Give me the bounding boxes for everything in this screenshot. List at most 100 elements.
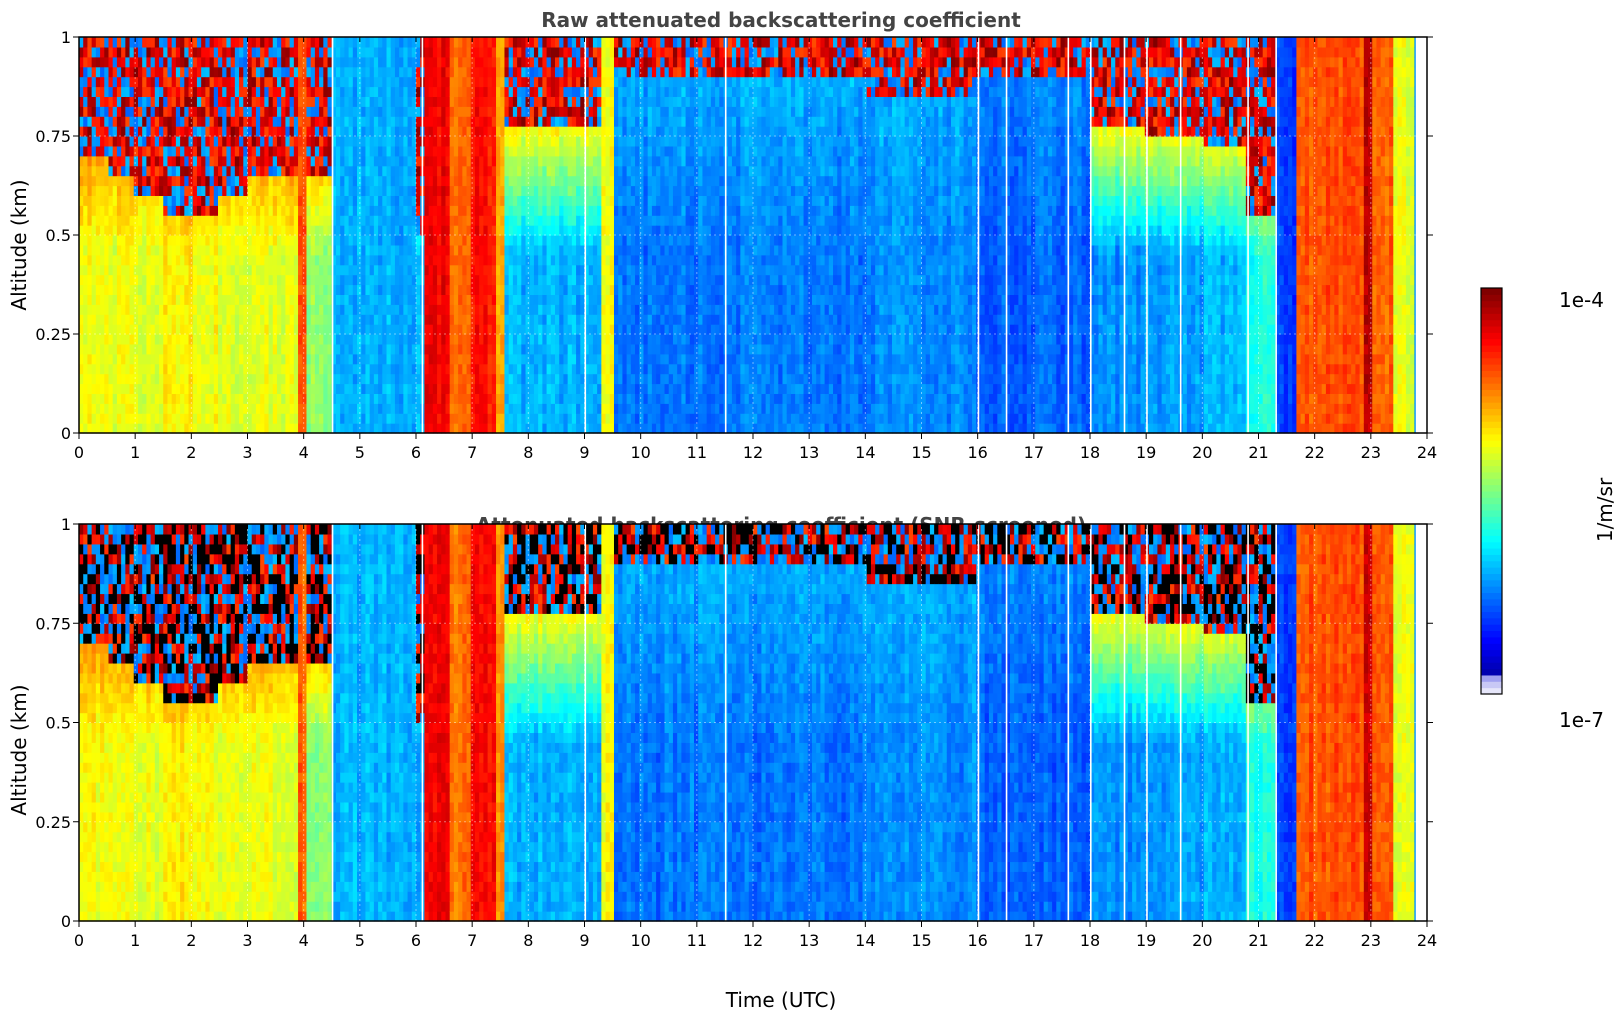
- heatmap-cell: [450, 413, 455, 424]
- heatmap-cell: [285, 285, 290, 296]
- heatmap-cell: [353, 245, 358, 256]
- heatmap-cell: [530, 423, 535, 434]
- heatmap-cell: [589, 245, 594, 256]
- heatmap-cell: [370, 324, 375, 335]
- heatmap-cell: [563, 285, 568, 296]
- heatmap-cell: [551, 314, 556, 325]
- heatmap-cell: [193, 126, 198, 137]
- heatmap-cell: [538, 255, 543, 265]
- heatmap-cell: [445, 146, 450, 157]
- heatmap-cell: [130, 413, 135, 424]
- heatmap-cell: [509, 116, 514, 127]
- heatmap-cell: [542, 37, 547, 48]
- heatmap-cell: [201, 136, 206, 147]
- heatmap-cell: [500, 374, 505, 385]
- heatmap-cell: [214, 354, 219, 365]
- heatmap-cell: [500, 285, 505, 296]
- heatmap-cell: [374, 344, 379, 355]
- heatmap-cell: [248, 77, 253, 88]
- heatmap-cell: [96, 304, 101, 315]
- heatmap-cell: [113, 195, 118, 206]
- heatmap-cell: [87, 374, 92, 385]
- heatmap-cell: [193, 275, 198, 286]
- heatmap-cell: [226, 285, 231, 296]
- heatmap-cell: [201, 57, 206, 68]
- heatmap-cell: [500, 255, 505, 265]
- heatmap-cell: [382, 215, 387, 226]
- heatmap-cell: [138, 47, 143, 58]
- heatmap-cell: [83, 364, 88, 375]
- heatmap-cell: [218, 423, 223, 434]
- heatmap-cell: [530, 96, 535, 107]
- heatmap-cell: [433, 265, 438, 276]
- heatmap-cell: [399, 413, 404, 424]
- heatmap-cell: [559, 195, 564, 206]
- heatmap-cell: [197, 77, 202, 88]
- heatmap-cell: [462, 96, 467, 107]
- heatmap-cell: [365, 423, 370, 434]
- heatmap-cell: [235, 47, 240, 58]
- heatmap-cell: [572, 205, 577, 216]
- heatmap-cell: [121, 423, 126, 434]
- heatmap-cell: [260, 285, 265, 296]
- heatmap-cell: [601, 215, 606, 226]
- heatmap-cell: [302, 314, 307, 325]
- heatmap-cell: [475, 225, 480, 236]
- heatmap-cell: [96, 166, 101, 177]
- heatmap-cell: [125, 205, 130, 216]
- heatmap-cell: [100, 37, 105, 48]
- heatmap-cell: [92, 314, 97, 325]
- heatmap-cell: [547, 255, 552, 265]
- heatmap-cell: [290, 176, 295, 187]
- heatmap-cell: [450, 384, 455, 395]
- heatmap-cell: [256, 116, 261, 127]
- heatmap-cell: [336, 294, 341, 305]
- heatmap-cell: [601, 374, 606, 385]
- heatmap-cell: [328, 255, 333, 265]
- heatmap-cell: [399, 156, 404, 167]
- heatmap-cell: [302, 354, 307, 365]
- heatmap-cell: [302, 77, 307, 88]
- heatmap-cell: [243, 205, 248, 216]
- heatmap-cell: [180, 235, 185, 246]
- heatmap-cell: [319, 354, 324, 365]
- heatmap-cell: [589, 195, 594, 206]
- heatmap-cell: [593, 265, 598, 276]
- heatmap-cell: [475, 205, 480, 216]
- heatmap-cell: [509, 67, 514, 78]
- heatmap-cell: [479, 77, 484, 88]
- heatmap-cell: [416, 195, 421, 206]
- heatmap-cell: [218, 176, 223, 187]
- heatmap-cell: [378, 393, 383, 404]
- heatmap-cell: [146, 136, 151, 147]
- heatmap-cell: [509, 423, 514, 434]
- heatmap-cell: [399, 136, 404, 147]
- heatmap-cell: [83, 136, 88, 147]
- heatmap-cell: [387, 344, 392, 355]
- heatmap-cell: [87, 344, 92, 355]
- heatmap-cell: [336, 314, 341, 325]
- heatmap-cell: [189, 205, 194, 216]
- heatmap-cell: [108, 314, 113, 325]
- heatmap-cell: [134, 364, 139, 375]
- heatmap-cell: [125, 116, 130, 127]
- heatmap-cell: [302, 156, 307, 167]
- heatmap-cell: [92, 96, 97, 107]
- heatmap-cell: [218, 96, 223, 107]
- heatmap-cell: [277, 215, 282, 226]
- heatmap-cell: [117, 215, 122, 226]
- heatmap-cell: [239, 77, 244, 88]
- heatmap-cell: [597, 324, 602, 335]
- heatmap-cell: [239, 354, 244, 365]
- heatmap-cell: [433, 413, 438, 424]
- heatmap-cell: [315, 225, 320, 236]
- heatmap-cell: [159, 304, 164, 315]
- heatmap-cell: [197, 67, 202, 78]
- heatmap-cell: [319, 186, 324, 197]
- heatmap-cell: [387, 215, 392, 226]
- heatmap-cell: [336, 205, 341, 216]
- heatmap-cell: [555, 195, 560, 206]
- heatmap-cell: [281, 156, 286, 167]
- heatmap-cell: [298, 403, 303, 414]
- heatmap-cell: [378, 176, 383, 187]
